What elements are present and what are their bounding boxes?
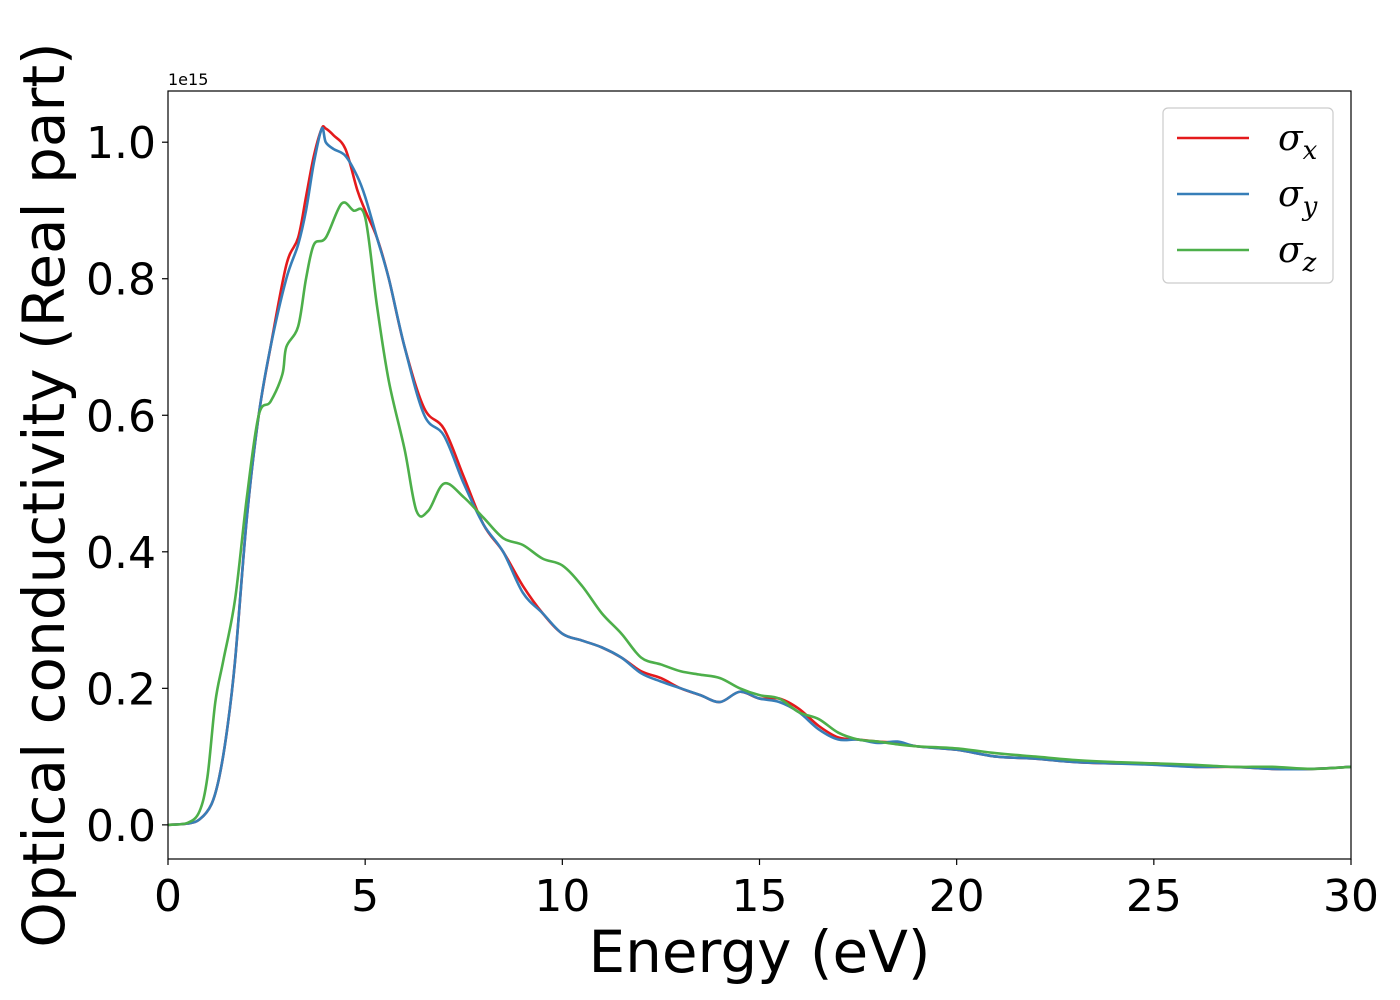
series-layer bbox=[168, 124, 1351, 827]
x-tick-label: 25 bbox=[1126, 871, 1182, 922]
y-tick-label: 0.4 bbox=[86, 528, 156, 579]
x-tick-label: 10 bbox=[534, 871, 590, 922]
legend-label-z: σz bbox=[1278, 230, 1317, 278]
legend-label-x: σx bbox=[1278, 118, 1318, 166]
y-axis-title: Optical conductivity (Real part) bbox=[10, 42, 78, 947]
x-tick-label: 5 bbox=[351, 871, 379, 922]
x-tick-label: 15 bbox=[732, 871, 788, 922]
y-tick-label: 0.0 bbox=[86, 801, 156, 852]
legend-label-symbol: σ bbox=[1278, 174, 1304, 215]
series-line-y bbox=[168, 126, 1351, 827]
y-tick-label: 1.0 bbox=[86, 118, 156, 169]
x-tick-label: 0 bbox=[154, 871, 182, 922]
legend-label-symbol: σ bbox=[1278, 118, 1304, 159]
legend-label-subscript: z bbox=[1302, 248, 1317, 278]
legend-label-symbol: σ bbox=[1278, 230, 1304, 271]
y-axis-offset-text: 1e15 bbox=[168, 70, 208, 89]
legend-box bbox=[1162, 107, 1334, 284]
y-tick-label: 0.6 bbox=[86, 391, 156, 442]
series-line-z bbox=[168, 201, 1351, 827]
legend-label-subscript: x bbox=[1303, 136, 1318, 166]
y-axis-ticks: 0.0 0.2 0.4 0.6 0.8 1.0 bbox=[86, 118, 168, 852]
legend-label-subscript: y bbox=[1302, 192, 1318, 222]
x-axis-ticks: 0 5 10 15 20 25 30 bbox=[154, 859, 1379, 922]
x-tick-label: 20 bbox=[929, 871, 985, 922]
x-tick-label: 30 bbox=[1323, 871, 1379, 922]
y-tick-label: 0.8 bbox=[86, 255, 156, 306]
legend-label-y: σy bbox=[1278, 174, 1318, 222]
y-tick-label: 0.2 bbox=[86, 664, 156, 715]
x-axis-title: Energy (eV) bbox=[588, 918, 930, 986]
